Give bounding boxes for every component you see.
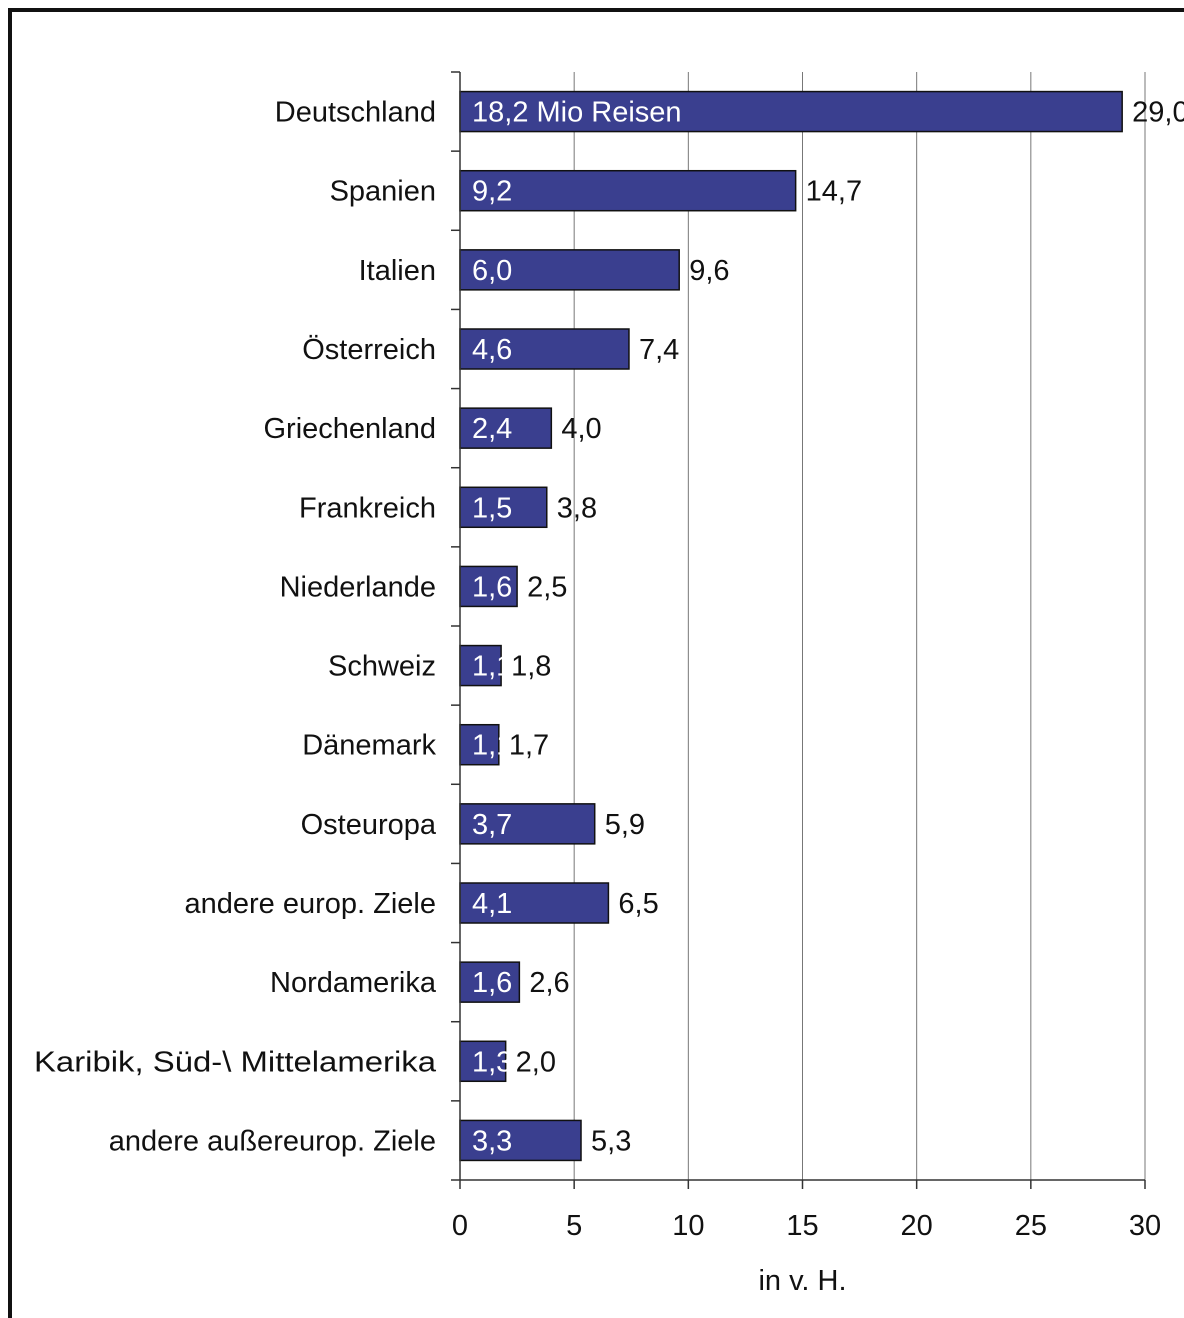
bar-13	[459, 1119, 582, 1162]
bar-inner-label: 1,3	[472, 1046, 512, 1078]
x-tick-labels: 0 5 10 15 20 25 30	[452, 1210, 1161, 1242]
x-tick-label: 0	[452, 1210, 468, 1242]
bar-12	[459, 1040, 507, 1083]
category-label: andere außereurop. Ziele	[109, 1125, 436, 1157]
x-tick-label: 20	[901, 1210, 933, 1242]
bar-0	[459, 90, 1123, 133]
bar-inner-label: 9,2	[472, 176, 512, 208]
bar-inner-label: 1,1	[472, 730, 512, 762]
category-label: Dänemark	[302, 730, 436, 762]
bar-6	[459, 565, 518, 608]
category-label: Niederlande	[280, 571, 436, 603]
category-label: Karibik, Süd-\ Mittelamerika	[34, 1046, 437, 1078]
bar-value-label: 7,4	[639, 334, 679, 366]
bar-value-label: 1,7	[509, 730, 549, 762]
bar-inner-label: 1,1	[472, 651, 512, 683]
bar-value-label: 5,9	[605, 809, 645, 841]
category-label: Deutschland	[275, 97, 436, 129]
bar-value-label: 14,7	[806, 176, 862, 208]
bar-value-label: 9,6	[689, 255, 729, 287]
x-tick-label: 15	[786, 1210, 818, 1242]
category-label: Osteuropa	[301, 809, 437, 841]
category-label: Italien	[359, 255, 436, 287]
category-labels: Deutschland Spanien Italien Österreich Griec…	[34, 97, 437, 1158]
bar-value-label: 6,5	[618, 888, 658, 920]
x-tick-label: 25	[1015, 1210, 1047, 1242]
x-axis-title: in v. H.	[758, 1265, 846, 1297]
bar-inner-label: 1,6	[472, 571, 512, 603]
bar-value-label: 1,8	[511, 651, 551, 683]
bar-inner-label: 4,6	[472, 334, 512, 366]
bar-1	[459, 169, 797, 212]
bar-value-label: 2,6	[529, 967, 569, 999]
category-label: Österreich	[302, 334, 436, 366]
bar-value-label: 4,0	[561, 413, 601, 445]
bar-inner-label: 2,4	[472, 413, 512, 445]
bar-inner-label: 6,0	[472, 255, 512, 287]
category-label: Schweiz	[328, 651, 436, 683]
bar-9	[459, 803, 596, 845]
x-tick-label: 5	[566, 1210, 582, 1242]
bar-inner-label: 3,7	[472, 809, 512, 841]
category-label: Nordamerika	[270, 967, 437, 999]
x-tick-label: 10	[672, 1210, 704, 1242]
bar-value-label: 2,5	[527, 571, 567, 603]
bar-inner-label: 1,5	[472, 492, 512, 524]
category-label: andere europ. Ziele	[185, 888, 437, 920]
bar-7	[459, 644, 502, 687]
bar-inner-label: 1,6	[472, 967, 512, 999]
chart-frame	[8, 8, 1184, 1318]
bar-value-label: 29,0	[1132, 97, 1184, 129]
bar-inner-label: 3,3	[472, 1125, 512, 1157]
bar-5	[459, 486, 548, 529]
bar-4	[459, 407, 553, 449]
bar-inner-label: 4,1	[472, 888, 512, 920]
category-label: Spanien	[330, 176, 436, 208]
bar-inner-label: 18,2 Mio Reisen	[472, 97, 682, 129]
bar-value-label: 5,3	[591, 1125, 631, 1157]
grid-lines	[573, 72, 1146, 1180]
bar-2	[459, 249, 680, 291]
axes	[451, 71, 1146, 1189]
category-label: Frankreich	[299, 492, 436, 524]
bar-value-label: 3,8	[557, 492, 597, 524]
bar-value-label: 2,0	[516, 1046, 556, 1078]
category-label: Griechenland	[264, 413, 437, 445]
bar-10	[459, 882, 610, 924]
x-tick-label: 30	[1129, 1210, 1161, 1242]
bars: 18,2 Mio Reisen 29,0 9,2 14,7 6,0 9,6 4,6 7,4 2,…	[459, 90, 1184, 1162]
